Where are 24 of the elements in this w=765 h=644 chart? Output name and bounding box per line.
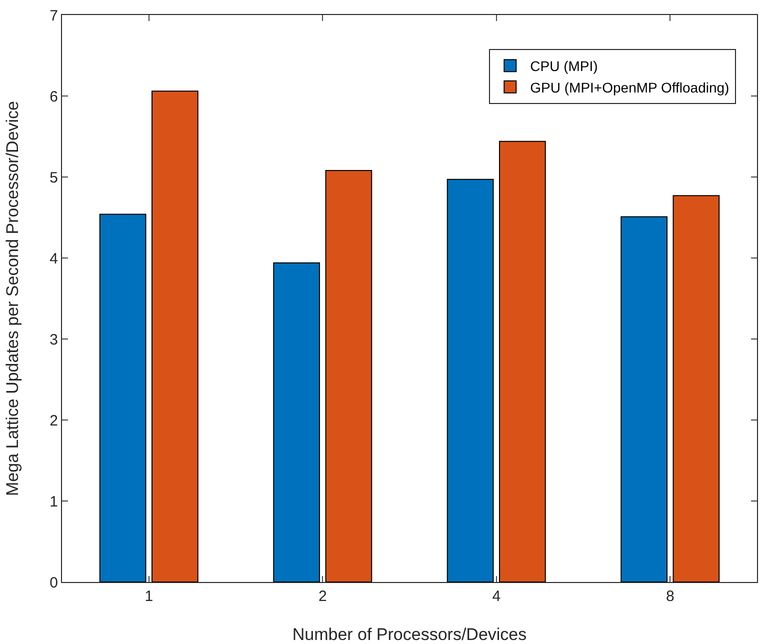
bar <box>446 178 494 582</box>
y-tick-label: 1 <box>50 493 58 510</box>
legend-label: CPU (MPI) <box>530 58 598 74</box>
y-tick-label: 5 <box>50 169 58 186</box>
bar <box>273 262 320 582</box>
y-axis-title: Mega Lattice Updates per Second Processor/Device <box>3 101 22 496</box>
y-tick-label: 2 <box>50 412 58 430</box>
bar <box>99 214 146 582</box>
legend-label: GPU (MPI+OpenMP Offloading) <box>530 79 730 96</box>
y-tick-label: 7 <box>50 7 58 24</box>
bar <box>672 195 720 582</box>
x-tick-label: 4 <box>492 588 501 605</box>
bar <box>325 170 372 582</box>
bar <box>620 216 668 582</box>
bar <box>499 140 546 582</box>
x-tick-label: 1 <box>144 588 154 605</box>
y-tick-label: 0 <box>50 574 58 592</box>
x-tick-label: 2 <box>318 588 327 605</box>
bar <box>152 90 198 582</box>
x-axis-title: Number of Processors/Devices <box>292 625 527 644</box>
y-tick-label: 4 <box>50 250 58 268</box>
x-tick-label: 8 <box>666 588 674 605</box>
y-tick-label: 3 <box>50 331 58 348</box>
y-tick-label: 6 <box>50 88 58 106</box>
